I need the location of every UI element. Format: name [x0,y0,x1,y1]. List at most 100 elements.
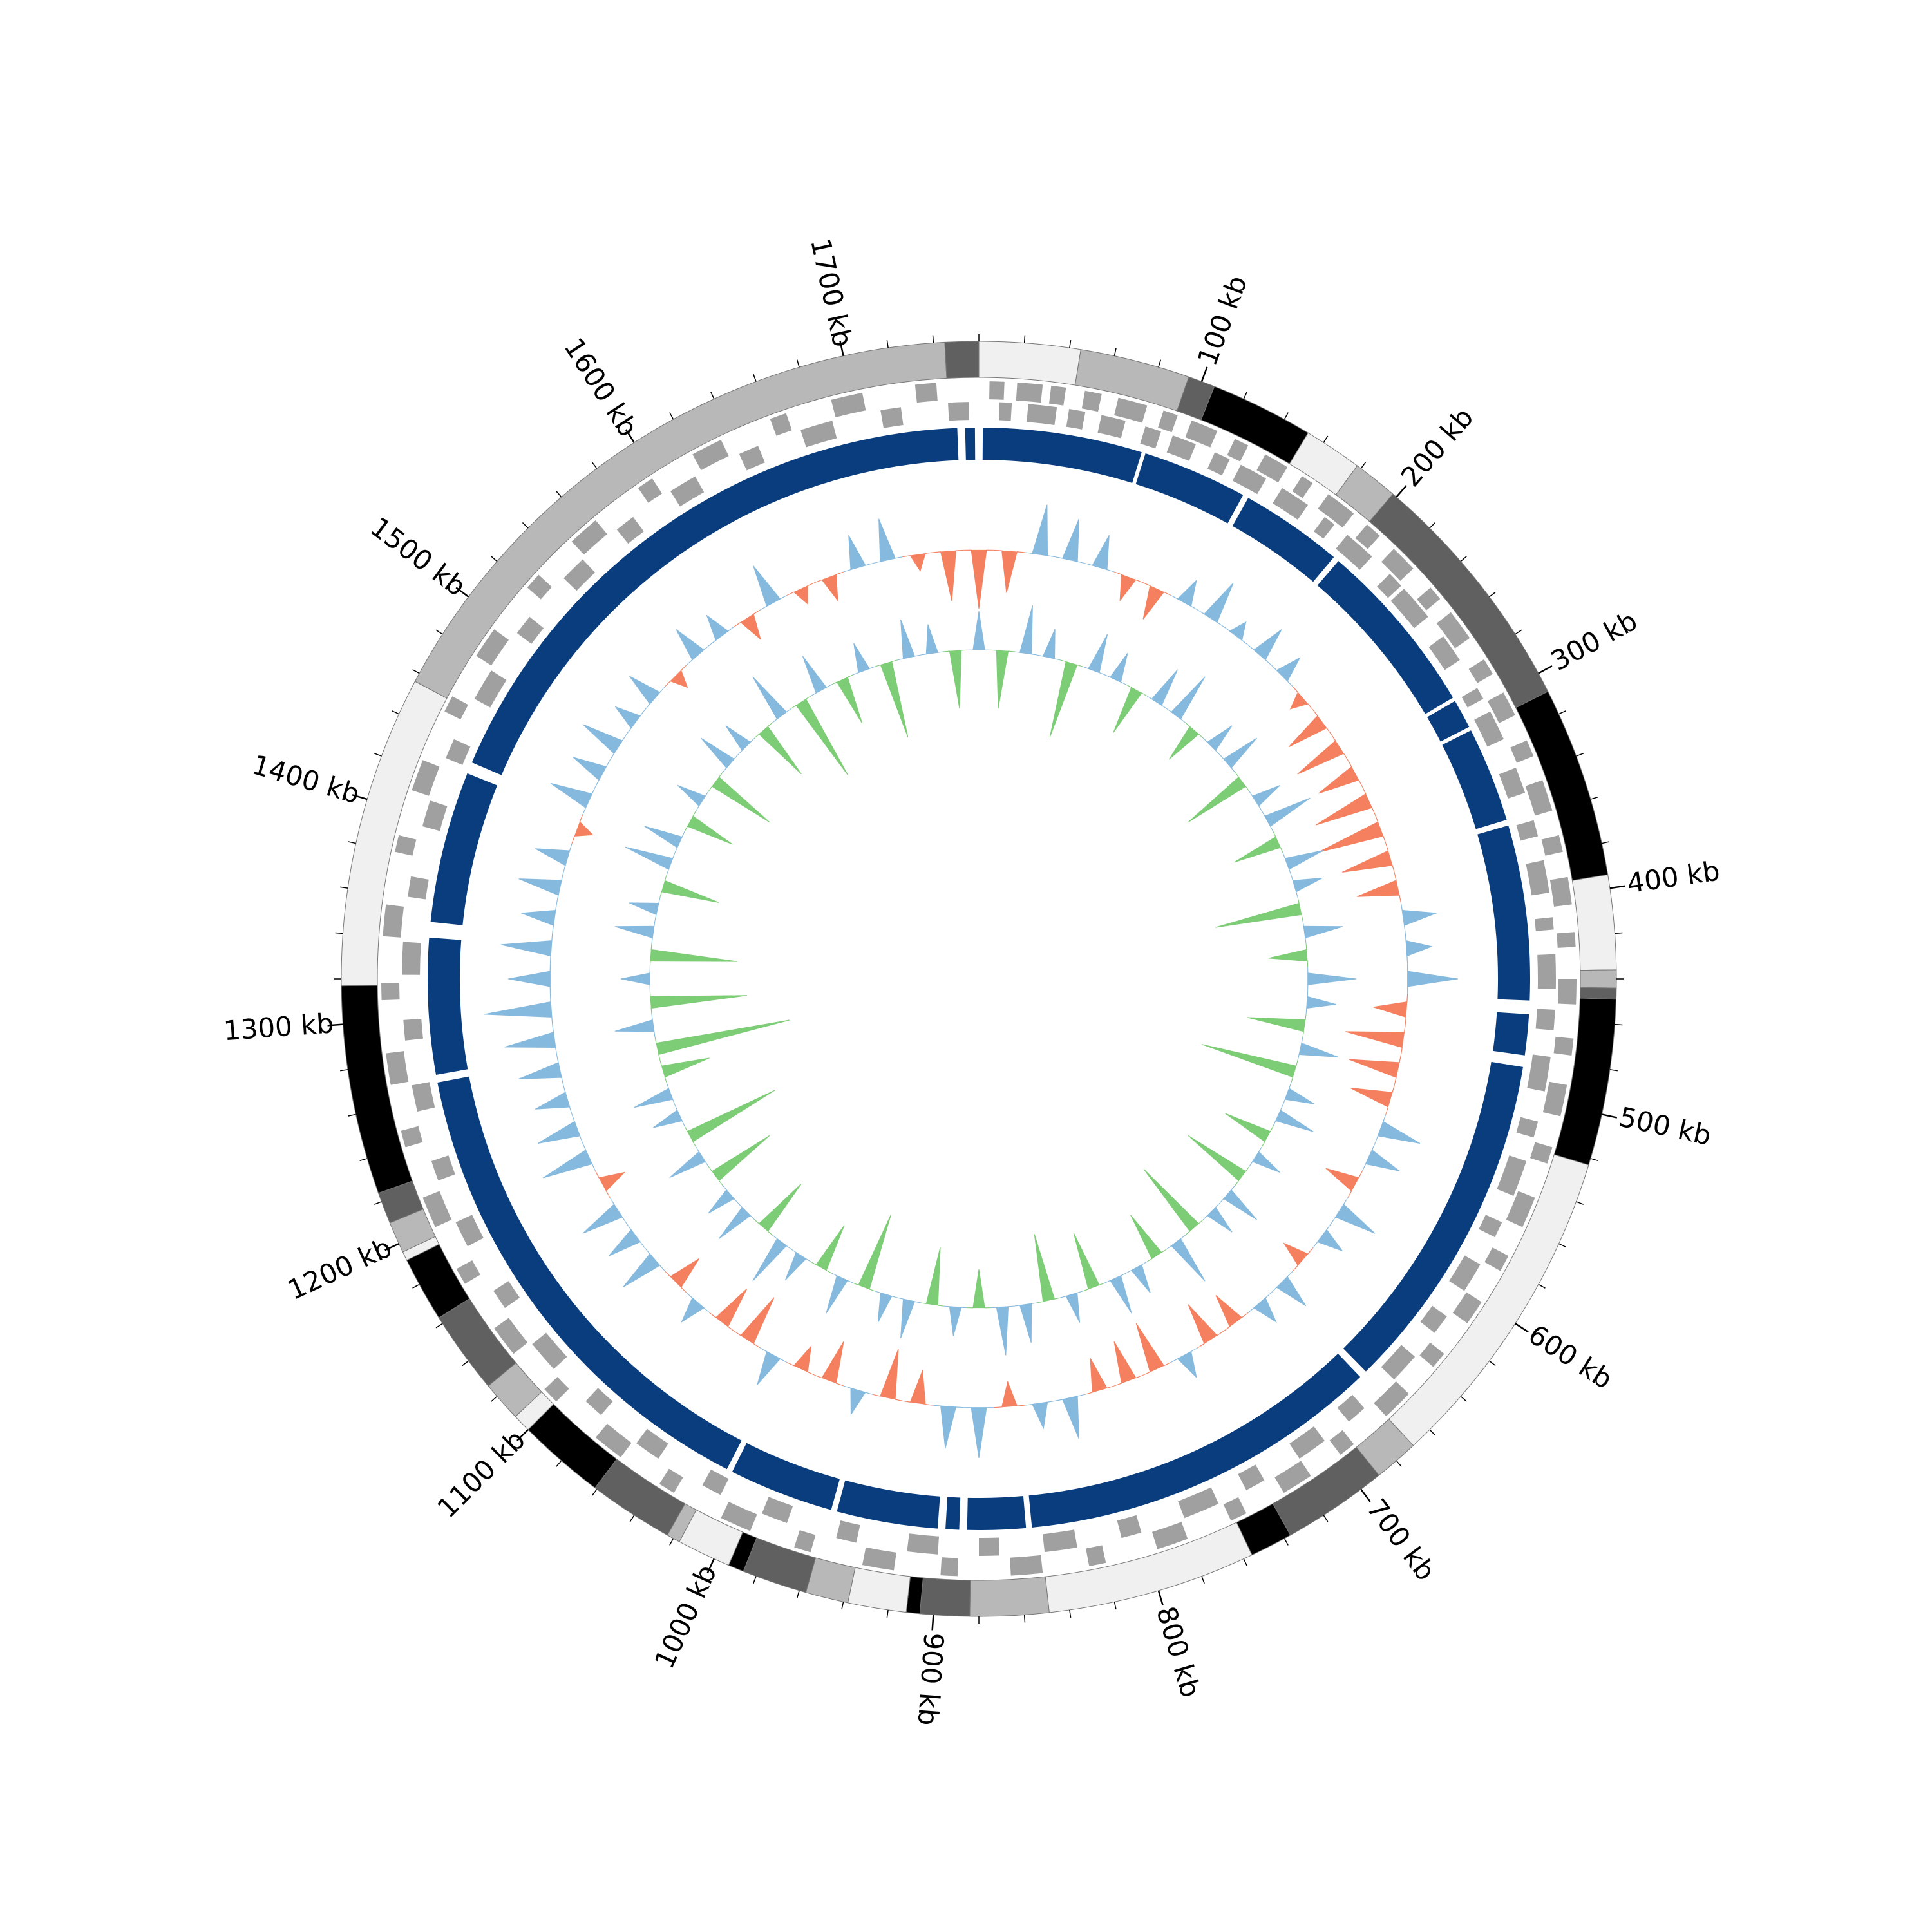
gc-skew-spike [500,933,553,964]
gc-content-spike [1049,659,1083,738]
gene [836,1520,860,1543]
gc-content-spike [875,659,909,738]
gene [401,1126,423,1148]
gene [1223,1497,1247,1521]
minor-tick [1201,1576,1205,1584]
gene [455,1215,484,1247]
minor-tick [1558,710,1566,715]
gene [1535,1009,1555,1030]
gc-content-spike [897,619,921,661]
gc-skew-spike [1271,657,1301,687]
gc-skew-spike [1288,709,1332,748]
gc-content-spike [897,1297,921,1339]
contig-block [1493,1012,1530,1056]
gene [1233,464,1267,495]
contig-block [471,428,959,775]
minor-tick [1609,1069,1618,1072]
gene [516,616,544,644]
gene [403,1018,423,1041]
gene [989,381,1005,400]
gene [940,1557,958,1577]
contig-block [837,1480,940,1529]
gc-content-spike [649,990,747,1014]
gc-content-spike [701,737,739,773]
gc-skew-spike [1215,1295,1249,1332]
gc-skew-spike [1341,843,1395,873]
gene [1468,659,1493,683]
gc-content-spike [1188,1135,1250,1186]
gc-skew-spike [814,571,844,602]
gc-skew-spike [757,1347,788,1385]
gene [381,983,400,1001]
gene [383,904,404,938]
gc-content-spike [1014,1302,1037,1343]
gc-content-spike [752,1235,791,1282]
gene [532,1332,567,1369]
gc-skew-spike [843,535,873,573]
gc-skew-spike [734,609,761,640]
gc-skew-spike [1362,1142,1400,1171]
major-tick [352,794,368,800]
gc-skew-spike [1197,582,1234,627]
minor-tick [491,1396,498,1402]
gene [494,1318,528,1354]
gene [794,1530,816,1553]
gene [1016,382,1043,403]
gene [1541,835,1563,856]
gc-content-spike [811,1225,845,1274]
gene [1207,452,1230,476]
gc-content-spike [943,1305,967,1336]
major-tick [1396,484,1407,498]
gene [1436,612,1470,649]
gc-content-spike [684,811,733,845]
minor-tick [374,1201,382,1205]
gc-content-spike [1302,920,1343,944]
gc-skew-spike [843,1385,873,1416]
gene [1010,1555,1043,1576]
minor-tick [753,374,757,382]
gene [1274,1461,1311,1493]
gene [1535,917,1554,931]
gene [831,392,866,417]
gc-skew-spike [1084,1358,1115,1395]
minor-tick [348,841,356,844]
gc-skew-spike [753,565,788,611]
band [969,1576,1050,1617]
major-tick [1200,366,1208,382]
contig-block [1343,1061,1523,1372]
gene [571,520,607,555]
minor-tick [796,1590,800,1598]
contig-block [1442,730,1507,829]
gene [1417,587,1441,611]
gc-skew-spike [1405,933,1433,964]
minor-tick [1590,1158,1598,1162]
gc-skew-spike [1350,1084,1395,1115]
band [944,341,980,379]
gc-skew-spike [814,1341,844,1387]
gc-content-spike [1083,634,1108,676]
gc-skew-spike [902,552,933,572]
contig-block [437,1076,742,1470]
contig-block [945,1497,961,1530]
gene [527,574,552,600]
minor-tick [522,522,529,529]
gene [1027,404,1057,425]
gc-content-spike [920,1247,944,1307]
gene [1420,1305,1447,1333]
gc-skew-spike [614,706,645,735]
gene [1256,454,1288,483]
major-tick [1157,1590,1164,1606]
gc-content-spike [669,1146,709,1179]
gc-skew-spike [1142,582,1171,620]
gene [412,1082,435,1112]
gene [1114,397,1148,423]
major-tick [516,1429,529,1441]
gene [446,739,471,765]
gene [616,516,644,544]
gene [907,1533,940,1555]
gene [721,1501,757,1531]
gene [1273,488,1309,520]
gc-content-spike [1104,652,1128,685]
gene [636,1428,668,1459]
gc-content-spike [629,897,661,921]
